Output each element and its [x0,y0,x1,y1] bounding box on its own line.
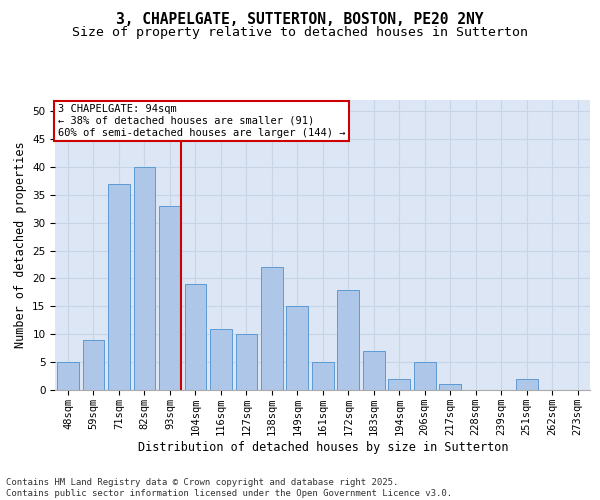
Bar [108,184,130,390]
Bar [134,167,155,390]
Text: 3, CHAPELGATE, SUTTERTON, BOSTON, PE20 2NY: 3, CHAPELGATE, SUTTERTON, BOSTON, PE20 2… [116,12,484,28]
Text: 3 CHAPELGATE: 94sqm
← 38% of detached houses are smaller (91)
60% of semi-detach: 3 CHAPELGATE: 94sqm ← 38% of detached ho… [58,104,346,138]
Bar [236,334,257,390]
Bar [159,206,181,390]
X-axis label: Distribution of detached houses by size in Sutterton: Distribution of detached houses by size … [137,440,508,454]
Bar [185,284,206,390]
Bar [388,379,410,390]
Bar [210,328,232,390]
Bar [57,362,79,390]
Bar [286,306,308,390]
Text: Size of property relative to detached houses in Sutterton: Size of property relative to detached ho… [72,26,528,39]
Bar [439,384,461,390]
Bar [261,268,283,390]
Bar [312,362,334,390]
Bar [337,290,359,390]
Bar [414,362,436,390]
Text: Contains HM Land Registry data © Crown copyright and database right 2025.
Contai: Contains HM Land Registry data © Crown c… [6,478,452,498]
Bar [83,340,104,390]
Bar [363,351,385,390]
Bar [516,379,538,390]
Y-axis label: Number of detached properties: Number of detached properties [14,142,26,348]
